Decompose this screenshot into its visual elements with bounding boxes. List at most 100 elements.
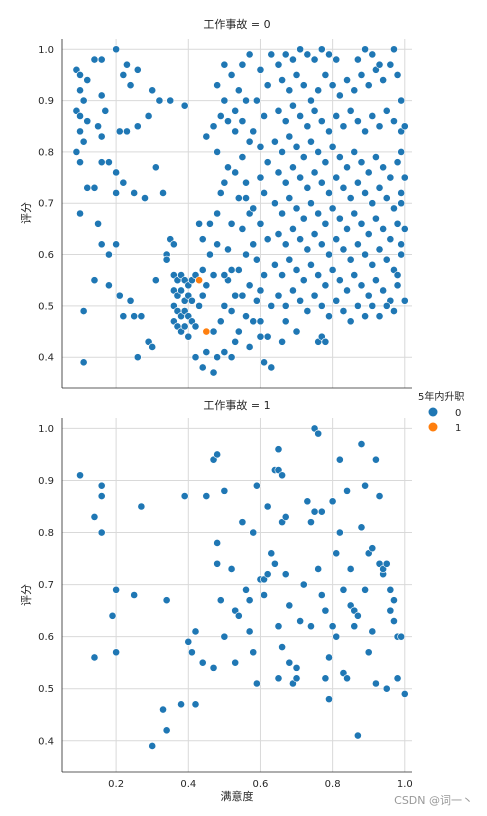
data-point-0 [353, 178, 362, 187]
data-point-0 [393, 674, 402, 683]
data-point-0 [303, 245, 312, 254]
data-point-0 [281, 117, 290, 126]
data-point-0 [97, 528, 106, 537]
data-point-0 [260, 591, 268, 599]
data-point-0 [112, 189, 121, 197]
data-point-0 [289, 101, 297, 110]
data-point-0 [191, 700, 200, 709]
data-point-0 [386, 585, 395, 594]
data-point-0 [242, 250, 250, 259]
data-point-0 [278, 209, 287, 218]
data-point-0 [227, 266, 236, 274]
data-point-0 [249, 317, 258, 326]
data-point-0 [364, 230, 373, 238]
data-point-0 [278, 471, 287, 480]
data-point-0 [397, 632, 406, 641]
data-point-0 [256, 286, 265, 295]
data-point-0 [216, 317, 225, 326]
data-point-0 [368, 50, 377, 59]
grid-lines [62, 39, 412, 388]
data-point-0 [79, 137, 88, 146]
data-point-0 [162, 255, 171, 264]
data-point-0 [310, 291, 319, 300]
data-point-0 [390, 617, 398, 625]
data-point-0 [227, 307, 236, 315]
data-point-0 [202, 492, 211, 500]
data-point-0 [379, 76, 388, 84]
data-point-0 [328, 622, 337, 631]
data-point-0 [386, 235, 395, 244]
data-point-0 [382, 301, 391, 310]
data-point-0 [372, 679, 380, 688]
data-point-0 [393, 271, 402, 279]
data-point-0 [260, 112, 268, 120]
panel-accident-0: 工作事故 = 0 0.4 0.5 0.6 0.7 0.8 0.9 1.0 评分 [20, 17, 412, 389]
data-point-0 [368, 199, 377, 208]
data-point-0 [97, 132, 106, 141]
data-point-0 [238, 153, 247, 161]
data-point-0 [267, 363, 276, 372]
data-point-0 [72, 148, 81, 156]
data-point-0 [263, 81, 272, 90]
data-point-0 [332, 173, 341, 182]
data-point-0 [234, 266, 243, 274]
data-point-0 [357, 219, 366, 228]
data-point-0 [350, 622, 359, 631]
data-point-0 [224, 117, 232, 126]
data-point-0 [328, 266, 337, 274]
data-point-0 [303, 497, 312, 506]
data-point-0 [155, 96, 164, 105]
data-point-0 [216, 596, 225, 605]
data-point-0 [97, 158, 106, 167]
data-point-0 [105, 281, 113, 290]
data-point-0 [296, 112, 305, 120]
data-point-0 [321, 281, 330, 290]
data-point-0 [307, 260, 315, 269]
panel-accident-1: 工作事故 = 1 0.4 0.5 0.6 0.7 0.8 0.9 1.0 0.2 0.4 0.6… [20, 398, 413, 803]
data-point-0 [76, 209, 84, 218]
data-point-0 [314, 565, 323, 573]
data-point-0 [206, 219, 214, 228]
data-point-0 [339, 122, 348, 131]
data-point-0 [76, 112, 84, 120]
data-point-0 [278, 76, 287, 84]
data-point-0 [260, 271, 268, 279]
x-tick-label: 0.4 [180, 779, 196, 790]
data-point-0 [361, 127, 369, 136]
data-point-0 [317, 240, 326, 249]
data-point-0 [285, 86, 294, 95]
data-point-0 [209, 368, 218, 377]
data-point-0 [184, 637, 193, 646]
data-point-0 [382, 194, 391, 203]
data-point-0 [270, 559, 279, 568]
data-point-0 [317, 178, 326, 187]
data-point-0 [346, 106, 355, 115]
y-tick-labels: 0.4 0.5 0.6 0.7 0.8 0.9 1.0 [38, 424, 54, 747]
data-point-0 [375, 492, 384, 500]
data-point-0 [353, 240, 362, 249]
data-point-0 [343, 674, 351, 683]
data-point-0 [307, 96, 315, 105]
data-point-0 [400, 296, 409, 305]
data-point-0 [101, 106, 110, 115]
data-point-0 [274, 622, 283, 631]
data-point-0 [97, 91, 106, 100]
legend-title: 5年内升职 [418, 390, 464, 403]
data-point-0 [90, 276, 99, 285]
data-point-0 [213, 559, 222, 568]
data-point-0 [133, 353, 142, 362]
data-point-0 [299, 153, 308, 161]
data-point-1 [195, 276, 204, 285]
data-point-0 [317, 45, 326, 54]
y-tick-label: 1.0 [38, 424, 54, 435]
data-point-0 [321, 337, 330, 346]
data-point-0 [224, 245, 232, 254]
data-point-0 [339, 245, 348, 254]
y-tick-label: 0.4 [38, 736, 54, 747]
data-point-0 [292, 663, 301, 672]
data-point-0 [263, 158, 272, 167]
data-point-0 [281, 513, 290, 521]
data-point-0 [364, 168, 373, 177]
data-point-0 [256, 332, 265, 341]
data-point-0 [281, 570, 290, 579]
